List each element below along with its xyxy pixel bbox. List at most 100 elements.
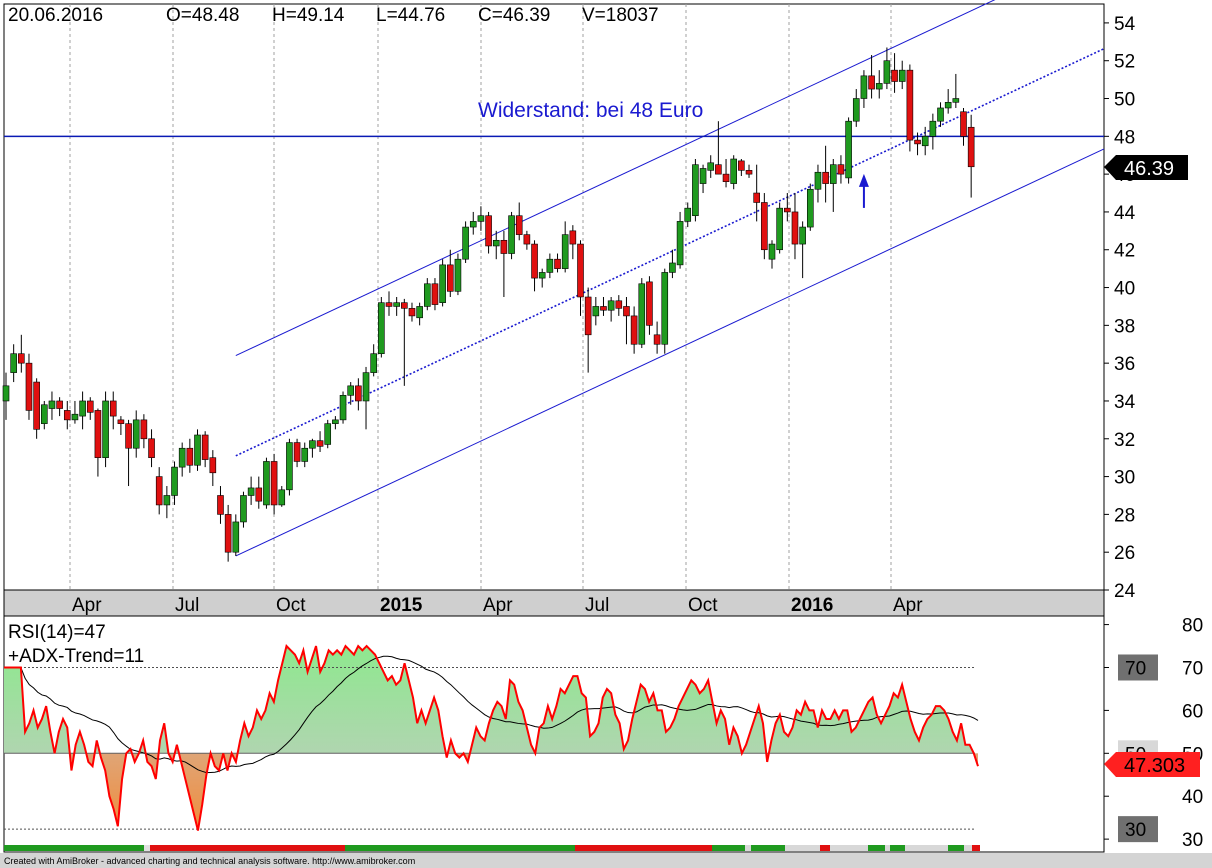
candle-up: [2, 385, 10, 402]
candle-down: [960, 111, 967, 137]
trend-bar-segment: [4, 845, 144, 851]
candle-up: [952, 98, 960, 103]
date-tick-label: Jul: [585, 595, 609, 616]
trend-bar-segment: [712, 845, 745, 851]
candle-up: [508, 215, 515, 254]
candle-down: [500, 239, 508, 254]
candle-down: [784, 207, 791, 213]
header-volume: V=18037: [582, 5, 659, 26]
rsi-line: [4, 644, 979, 831]
candle-down: [109, 400, 117, 417]
price-tick-label: 30: [1114, 468, 1135, 489]
candle-up: [247, 487, 255, 496]
candle-down: [577, 243, 584, 298]
rsi-value-tag-shape: [1104, 752, 1200, 777]
candle-down: [745, 170, 753, 175]
price-tick-label: 24: [1114, 581, 1136, 602]
rsi-level-label: 70: [1125, 658, 1146, 679]
candle-up: [132, 419, 140, 449]
rsi-level-label: 30: [1125, 820, 1146, 841]
candle-down: [446, 264, 454, 292]
rsi-last-value: 47.303: [1124, 755, 1185, 777]
candle-up: [829, 164, 837, 184]
candle-up: [875, 83, 883, 90]
date-tick-label: 2016: [791, 595, 833, 616]
candle-up: [860, 75, 868, 99]
rsi-tick-label: 40: [1182, 787, 1203, 808]
candle-down: [868, 75, 875, 90]
candle-up: [332, 419, 339, 424]
candle-down: [615, 300, 623, 309]
candle-up: [393, 302, 400, 307]
candle-up: [937, 107, 944, 122]
rsi-level-tag: [1118, 816, 1158, 843]
candle-down: [431, 283, 439, 305]
candle-down: [967, 126, 975, 168]
candle-up: [638, 283, 646, 345]
header-open: O=48.48: [166, 5, 239, 26]
candle-up: [232, 521, 240, 553]
candle-up: [301, 447, 309, 462]
last-price-tag-shape: [1104, 155, 1188, 180]
candle-up: [799, 226, 806, 245]
candle-up: [921, 136, 929, 147]
candle-up: [240, 495, 247, 523]
date-axis-strip: [3, 589, 1105, 617]
trend-bar-segment: [830, 845, 868, 851]
price-tick-label: 54: [1114, 14, 1136, 35]
candle-down: [385, 302, 393, 307]
rsi-tick-label: 80: [1182, 616, 1203, 637]
candle-up: [194, 434, 201, 466]
candle-down: [600, 306, 607, 311]
trend-bar-segment: [885, 845, 890, 851]
rsi-tick-label: 60: [1182, 701, 1203, 722]
trend-bar-segment: [820, 845, 830, 851]
candle-up: [814, 171, 822, 190]
candle-up: [592, 306, 600, 317]
trend-bar-segment: [144, 845, 150, 851]
candle-down: [224, 514, 232, 553]
candle-up: [699, 168, 707, 184]
price-tick-label: 38: [1114, 316, 1135, 337]
channel-upper: [235, 0, 996, 357]
candle-down: [485, 215, 492, 247]
candle-up: [806, 188, 814, 228]
rsi-title: RSI(14)=47: [8, 622, 106, 643]
price-tick-label: 40: [1114, 279, 1135, 300]
footer-credit: Created with AmiBroker - advanced charti…: [4, 856, 415, 866]
rsi-level-lines: [4, 666, 975, 830]
candle-down: [523, 234, 531, 245]
candle-up: [362, 372, 370, 402]
candle-down: [623, 306, 630, 317]
candle-up: [462, 226, 469, 260]
candle-down: [569, 230, 577, 245]
candle-down: [140, 419, 148, 440]
candle-up: [423, 283, 431, 307]
trend-bar-segment: [745, 845, 751, 851]
trend-bar-segment: [964, 845, 972, 851]
candle-up: [370, 353, 377, 373]
rsi-fill-below: [4, 753, 978, 831]
candle-down: [270, 461, 278, 506]
trend-bar-segment: [751, 845, 785, 851]
candle-down: [18, 353, 25, 364]
trend-bar-segment: [345, 845, 575, 851]
candle-down: [217, 495, 224, 515]
adx-title: +ADX-Trend=11: [8, 646, 144, 667]
candle-down: [822, 171, 829, 184]
candle-down: [255, 487, 263, 502]
candle-down: [906, 69, 914, 141]
rsi-fill-area: [4, 646, 978, 831]
candle-down: [56, 400, 63, 409]
date-tick-label: Apr: [483, 595, 513, 616]
candle-down: [554, 258, 561, 269]
candle-down: [125, 423, 132, 449]
candle-up: [692, 164, 699, 217]
candle-down: [753, 192, 760, 203]
rsi-panel: 304050607080705030 RSI(14)=47 +ADX-Trend…: [3, 615, 1203, 853]
candle-up: [469, 221, 477, 228]
header-date: 20.06.2016: [8, 5, 103, 26]
candle-up: [477, 215, 485, 222]
candle-down: [63, 410, 71, 421]
candle-up: [347, 385, 355, 396]
